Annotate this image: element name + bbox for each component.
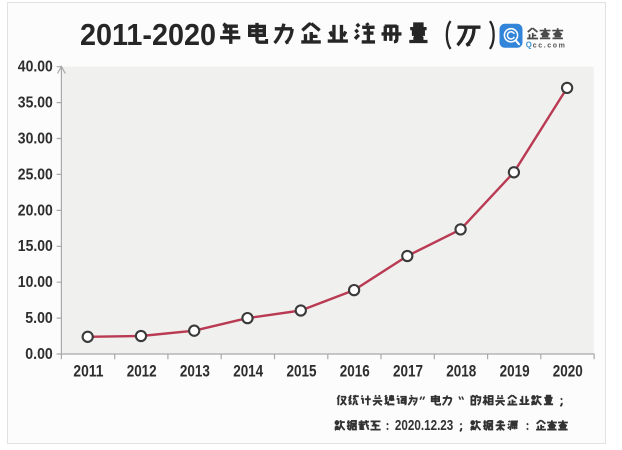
svg-text:2018: 2018: [446, 362, 476, 381]
svg-text:30.00: 30.00: [18, 130, 53, 147]
svg-text:40.00: 40.00: [18, 59, 53, 76]
svg-text:15.00: 15.00: [18, 238, 53, 255]
svg-text:2011: 2011: [73, 362, 103, 381]
svg-text:2020: 2020: [553, 362, 583, 381]
svg-text:cc.com: cc.com: [533, 42, 565, 49]
svg-text:2017: 2017: [393, 362, 423, 381]
svg-text:2020.12.23: 2020.12.23: [395, 417, 453, 434]
svg-text:2011-2020: 2011-2020: [80, 17, 216, 52]
svg-text:2014: 2014: [233, 362, 263, 381]
svg-text:2013: 2013: [180, 362, 210, 381]
svg-text:2019: 2019: [500, 362, 530, 381]
svg-text:Q: Q: [526, 41, 532, 50]
svg-text:20.00: 20.00: [18, 202, 53, 219]
svg-text:25.00: 25.00: [18, 166, 53, 183]
svg-text:2012: 2012: [127, 362, 157, 381]
svg-text:35.00: 35.00: [18, 95, 53, 112]
svg-text:10.00: 10.00: [18, 274, 53, 291]
svg-text:2015: 2015: [287, 362, 317, 381]
svg-text:0.00: 0.00: [25, 346, 53, 363]
svg-text:2016: 2016: [340, 362, 370, 381]
svg-text:5.00: 5.00: [25, 310, 53, 327]
